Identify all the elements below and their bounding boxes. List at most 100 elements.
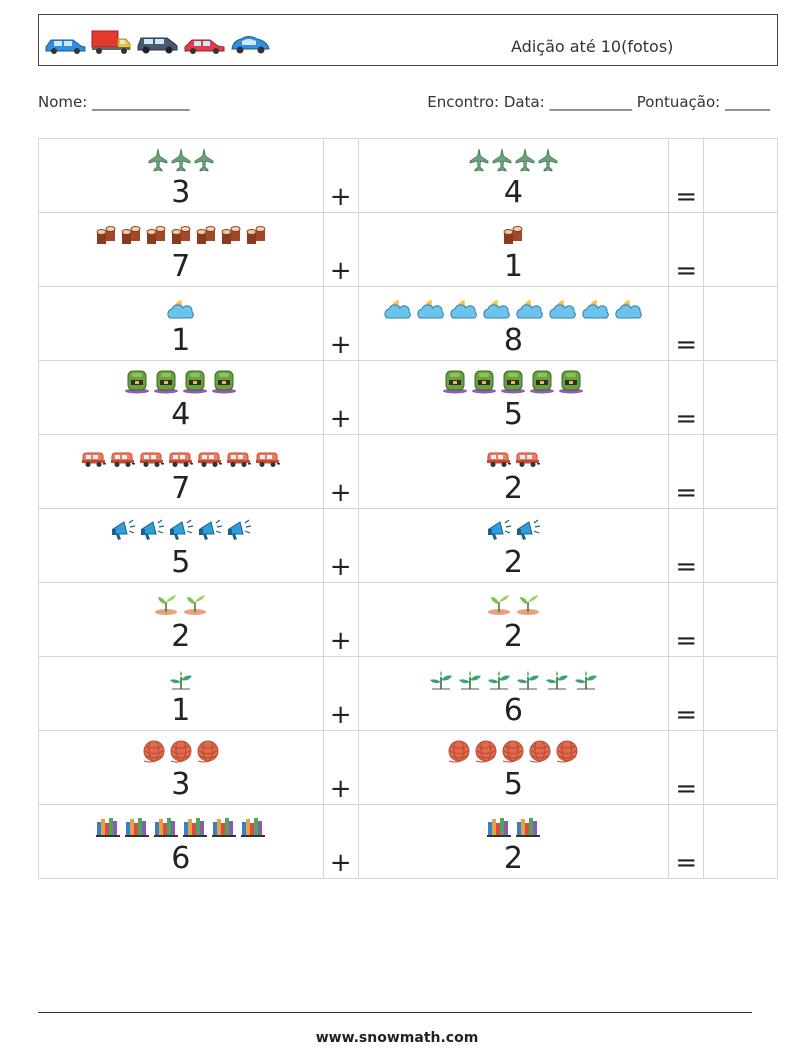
operand-number: 2 bbox=[503, 545, 523, 580]
blue-beetle-icon bbox=[229, 33, 271, 59]
operand-number: 5 bbox=[503, 397, 523, 432]
answer-box[interactable] bbox=[703, 508, 778, 583]
yarn-ball-icon bbox=[169, 740, 193, 768]
sprout-icon bbox=[153, 592, 179, 620]
operand-cell: 7 bbox=[38, 434, 324, 509]
answer-box[interactable] bbox=[703, 804, 778, 879]
icon-group bbox=[39, 148, 323, 176]
operand-number: 2 bbox=[503, 619, 523, 654]
sprout-icon bbox=[486, 592, 512, 620]
problem-grid: 3 +4 = 7 +1 = 1 +8 = 4 +5 = 7 +2 = 5 +2 = 2 +2 = 1 +6 = 3 +5 = 6 +2 = bbox=[38, 138, 778, 879]
answer-box[interactable] bbox=[703, 138, 778, 213]
problem-row: 2 +2 = bbox=[38, 582, 778, 657]
books-icon bbox=[515, 814, 541, 842]
cloud-moon-icon bbox=[548, 298, 578, 324]
operand-cell: 4 bbox=[38, 360, 324, 435]
seedling-icon bbox=[544, 670, 570, 694]
backpack-icon bbox=[471, 368, 497, 398]
icon-group bbox=[359, 666, 669, 694]
yarn-ball-icon bbox=[142, 740, 166, 768]
icon-group bbox=[39, 370, 323, 398]
yarn-ball-icon bbox=[501, 740, 525, 768]
red-car-icon bbox=[182, 35, 226, 59]
operand-number: 6 bbox=[171, 841, 191, 876]
operand-cell: 2 bbox=[357, 582, 670, 657]
cloud-moon-icon bbox=[449, 298, 479, 324]
operand-number: 5 bbox=[171, 545, 191, 580]
sprout-icon bbox=[182, 592, 208, 620]
answer-box[interactable] bbox=[703, 730, 778, 805]
megaphone-icon bbox=[168, 518, 194, 546]
problem-row: 1 +8 = bbox=[38, 286, 778, 361]
operand-cell: 7 bbox=[38, 212, 324, 287]
equals-sign: = bbox=[668, 582, 705, 657]
problem-row: 4 +5 = bbox=[38, 360, 778, 435]
worksheet-title: Adição até 10(fotos) bbox=[511, 37, 674, 56]
operand-cell: 5 bbox=[38, 508, 324, 583]
yarn-ball-icon bbox=[447, 740, 471, 768]
seedling-icon bbox=[573, 670, 599, 694]
operand-number: 8 bbox=[503, 323, 523, 358]
jet-plane-icon bbox=[515, 148, 535, 176]
megaphone-icon bbox=[110, 518, 136, 546]
blue-car-icon bbox=[43, 35, 87, 59]
backpack-icon bbox=[558, 368, 584, 398]
answer-box[interactable] bbox=[703, 582, 778, 657]
operand-number: 4 bbox=[171, 397, 191, 432]
date-score-label: Encontro: Data: ___________ Pontuação: _… bbox=[427, 93, 770, 111]
logs-icon bbox=[502, 226, 524, 250]
operand-cell: 6 bbox=[357, 656, 670, 731]
plus-sign: + bbox=[322, 286, 359, 361]
problem-row: 7 +1 = bbox=[38, 212, 778, 287]
operand-number: 2 bbox=[503, 471, 523, 506]
jet-plane-icon bbox=[194, 148, 214, 176]
sprout-icon bbox=[515, 592, 541, 620]
icon-group bbox=[359, 148, 669, 176]
operand-number: 7 bbox=[171, 249, 191, 284]
logs-icon bbox=[245, 226, 267, 250]
camper-van-icon bbox=[81, 450, 107, 472]
logs-icon bbox=[95, 226, 117, 250]
megaphone-icon bbox=[515, 518, 541, 546]
cloud-moon-icon bbox=[482, 298, 512, 324]
icon-group bbox=[39, 814, 323, 842]
operand-cell: 2 bbox=[357, 804, 670, 879]
operand-cell: 2 bbox=[38, 582, 324, 657]
equals-sign: = bbox=[668, 138, 705, 213]
plus-sign: + bbox=[322, 138, 359, 213]
plus-sign: + bbox=[322, 656, 359, 731]
logs-icon bbox=[195, 226, 217, 250]
answer-box[interactable] bbox=[703, 434, 778, 509]
books-icon bbox=[95, 814, 121, 842]
seedling-icon bbox=[168, 670, 194, 694]
operand-number: 1 bbox=[503, 249, 523, 284]
plus-sign: + bbox=[322, 582, 359, 657]
jet-plane-icon bbox=[538, 148, 558, 176]
cloud-moon-icon bbox=[581, 298, 611, 324]
camper-van-icon bbox=[486, 450, 512, 472]
icon-group bbox=[39, 518, 323, 546]
answer-box[interactable] bbox=[703, 212, 778, 287]
books-icon bbox=[486, 814, 512, 842]
camper-van-icon bbox=[168, 450, 194, 472]
header-box: Adição até 10(fotos) bbox=[38, 14, 778, 66]
icon-group bbox=[39, 444, 323, 472]
problem-row: 3 +4 = bbox=[38, 138, 778, 213]
operand-cell: 4 bbox=[357, 138, 670, 213]
operand-number: 5 bbox=[503, 767, 523, 802]
icon-group bbox=[359, 740, 669, 768]
problem-row: 6 +2 = bbox=[38, 804, 778, 879]
answer-box[interactable] bbox=[703, 360, 778, 435]
icon-group bbox=[39, 222, 323, 250]
answer-box[interactable] bbox=[703, 286, 778, 361]
backpack-icon bbox=[442, 368, 468, 398]
icon-group bbox=[39, 666, 323, 694]
operand-number: 2 bbox=[503, 841, 523, 876]
logs-icon bbox=[120, 226, 142, 250]
backpack-icon bbox=[182, 368, 208, 398]
equals-sign: = bbox=[668, 286, 705, 361]
icon-group bbox=[39, 740, 323, 768]
dark-suv-icon bbox=[135, 33, 179, 59]
answer-box[interactable] bbox=[703, 656, 778, 731]
cloud-moon-icon bbox=[614, 298, 644, 324]
